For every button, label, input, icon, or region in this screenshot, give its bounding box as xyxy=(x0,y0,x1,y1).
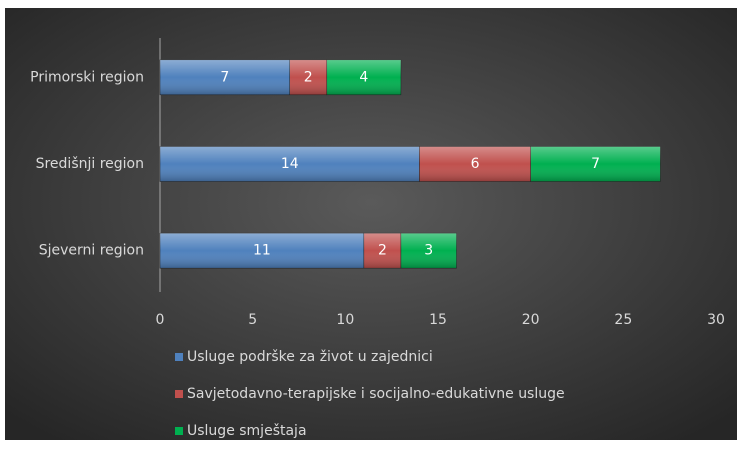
bar-shine xyxy=(160,59,290,95)
x-tick-label: 0 xyxy=(156,312,165,328)
bar-shine xyxy=(400,233,457,269)
legend-label: Usluge podrške za život u zajednici xyxy=(187,349,433,365)
x-tick-label: 20 xyxy=(522,312,540,328)
legend-swatch xyxy=(175,427,183,435)
legend-swatch xyxy=(175,353,183,361)
x-tick-label: 10 xyxy=(336,312,354,328)
bar-shine xyxy=(160,233,364,269)
value-label: 11 xyxy=(253,243,271,259)
bar-shine xyxy=(419,146,531,182)
value-label: 4 xyxy=(359,69,368,85)
bar-shine xyxy=(363,233,401,269)
y-tick-label: Sjeverni region xyxy=(39,243,144,259)
x-tick-label: 5 xyxy=(248,312,257,328)
bar-shine xyxy=(326,59,401,95)
legend-swatch xyxy=(175,390,183,398)
legend-label: Savjetodavno-terapijske i socijalno-eduk… xyxy=(187,386,565,402)
y-tick-label: Primorski region xyxy=(30,69,144,85)
value-label: 2 xyxy=(378,243,387,259)
value-label: 7 xyxy=(220,69,229,85)
x-tick-label: 25 xyxy=(614,312,632,328)
value-label: 6 xyxy=(471,156,480,172)
value-label: 2 xyxy=(304,69,313,85)
y-tick-label: Središnji region xyxy=(36,156,144,172)
x-tick-label: 30 xyxy=(707,312,725,328)
x-tick-label: 15 xyxy=(429,312,447,328)
legend-label: Usluge smještaja xyxy=(187,423,307,439)
value-label: 7 xyxy=(591,156,600,172)
value-label: 14 xyxy=(281,156,299,172)
bar-shine xyxy=(160,146,420,182)
bar-shine xyxy=(289,59,327,95)
value-label: 3 xyxy=(424,243,433,259)
bar-shine xyxy=(530,146,661,182)
